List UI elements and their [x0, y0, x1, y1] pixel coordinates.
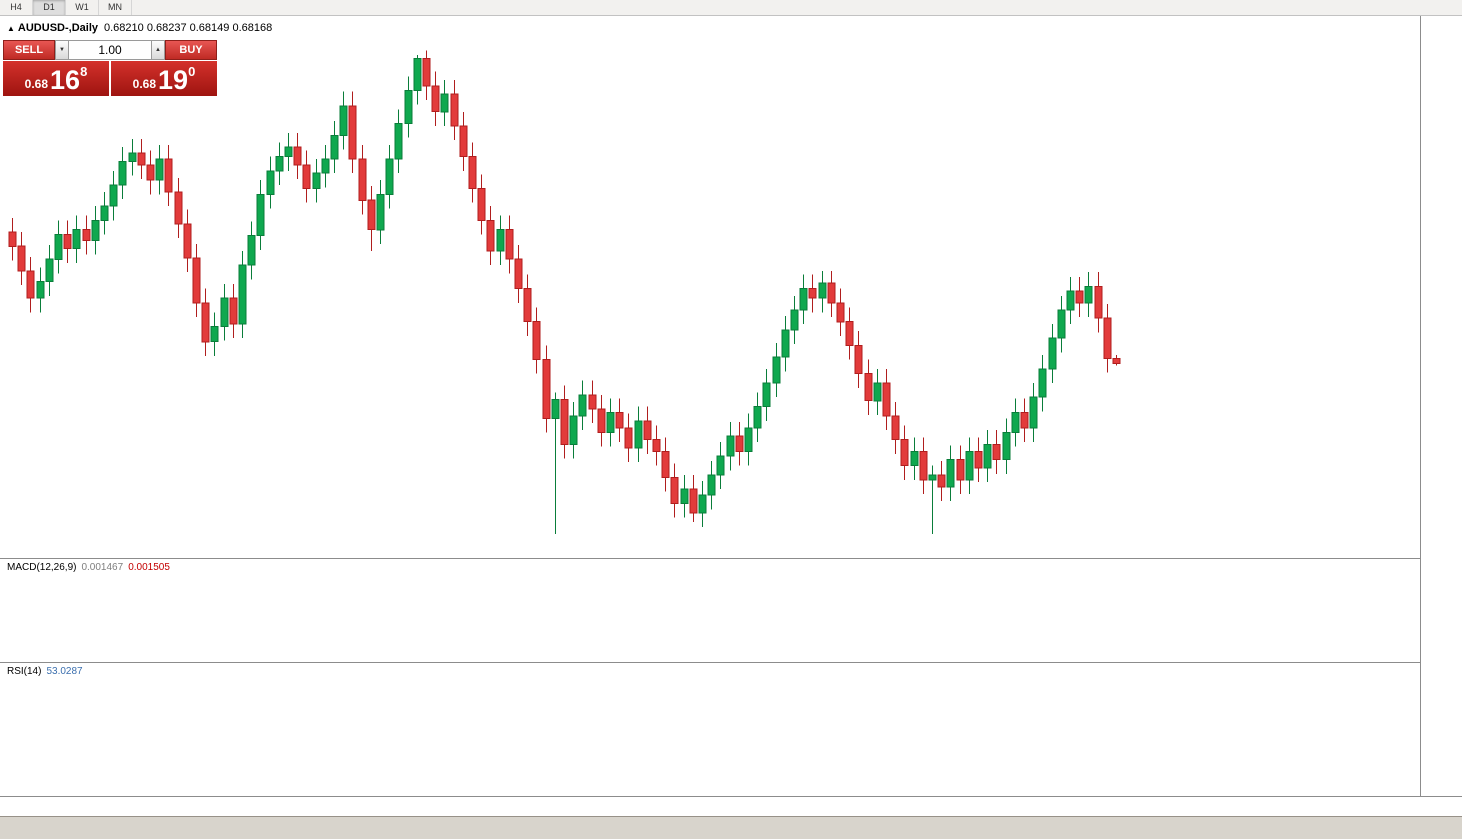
macd-signal-value: 0.001505 — [128, 562, 170, 573]
macd-label: MACD(12,26,9) 0.001467 0.001505 — [7, 562, 170, 573]
one-click-collapse-icon[interactable]: ▲ — [7, 24, 15, 33]
volume-input[interactable]: 1.00 — [69, 40, 151, 60]
one-click-prices-row: 0.68 16 8 0.68 19 0 — [3, 61, 217, 96]
chart-title: ▲ AUDUSD-,Daily 0.68210 0.68237 0.68149 0.… — [7, 22, 272, 34]
bid-price-main: 16 — [50, 65, 81, 96]
timeframe-button-mn[interactable]: MN — [99, 0, 132, 15]
rsi-canvas[interactable] — [0, 663, 1420, 796]
bid-price-prefix: 0.68 — [24, 76, 49, 91]
timeframe-button-d1[interactable]: D1 — [33, 0, 66, 15]
chart-tabs-bar — [0, 816, 1462, 839]
candles — [8, 50, 1121, 534]
buy-button[interactable]: BUY — [165, 40, 217, 60]
ask-price-main: 19 — [158, 65, 189, 96]
macd-panel[interactable]: MACD(12,26,9) 0.001467 0.001505 — [0, 558, 1420, 662]
timeframe-button-w1[interactable]: W1 — [66, 0, 99, 15]
one-click-controls-row: SELL ▼ 1.00 ▲ BUY — [3, 40, 217, 60]
price-axis[interactable] — [1420, 16, 1462, 796]
rsi-name: RSI(14) — [7, 666, 42, 677]
price-chart-canvas[interactable] — [0, 16, 1420, 558]
date-axis[interactable] — [0, 796, 1462, 816]
bid-price[interactable]: 0.68 16 8 — [3, 61, 109, 96]
ask-price[interactable]: 0.68 19 0 — [111, 61, 217, 96]
macd-name: MACD(12,26,9) — [7, 562, 77, 573]
volume-increase-button[interactable]: ▲ — [151, 40, 165, 60]
rsi-panel[interactable]: RSI(14) 53.0287 — [0, 662, 1420, 796]
timeframe-button-h4[interactable]: H4 — [0, 0, 33, 15]
one-click-trading-panel: SELL ▼ 1.00 ▲ BUY 0.68 16 8 0.68 19 0 — [3, 40, 217, 96]
main-chart-panel[interactable] — [0, 16, 1420, 558]
bid-price-pip: 8 — [80, 64, 88, 79]
ask-price-prefix: 0.68 — [132, 76, 157, 91]
ask-price-pip: 0 — [188, 64, 196, 79]
rsi-value: 53.0287 — [46, 666, 83, 677]
symbol-title: AUDUSD-,Daily — [17, 22, 98, 34]
timeframe-toolbar: H4 D1 W1 MN — [0, 0, 1462, 16]
volume-decrease-button[interactable]: ▼ — [55, 40, 69, 60]
sell-button[interactable]: SELL — [3, 40, 55, 60]
ohlc-values: 0.68210 0.68237 0.68149 0.68168 — [104, 22, 273, 34]
rsi-label: RSI(14) 53.0287 — [7, 666, 83, 677]
macd-main-value: 0.001467 — [81, 562, 124, 573]
macd-canvas[interactable] — [0, 559, 1420, 662]
